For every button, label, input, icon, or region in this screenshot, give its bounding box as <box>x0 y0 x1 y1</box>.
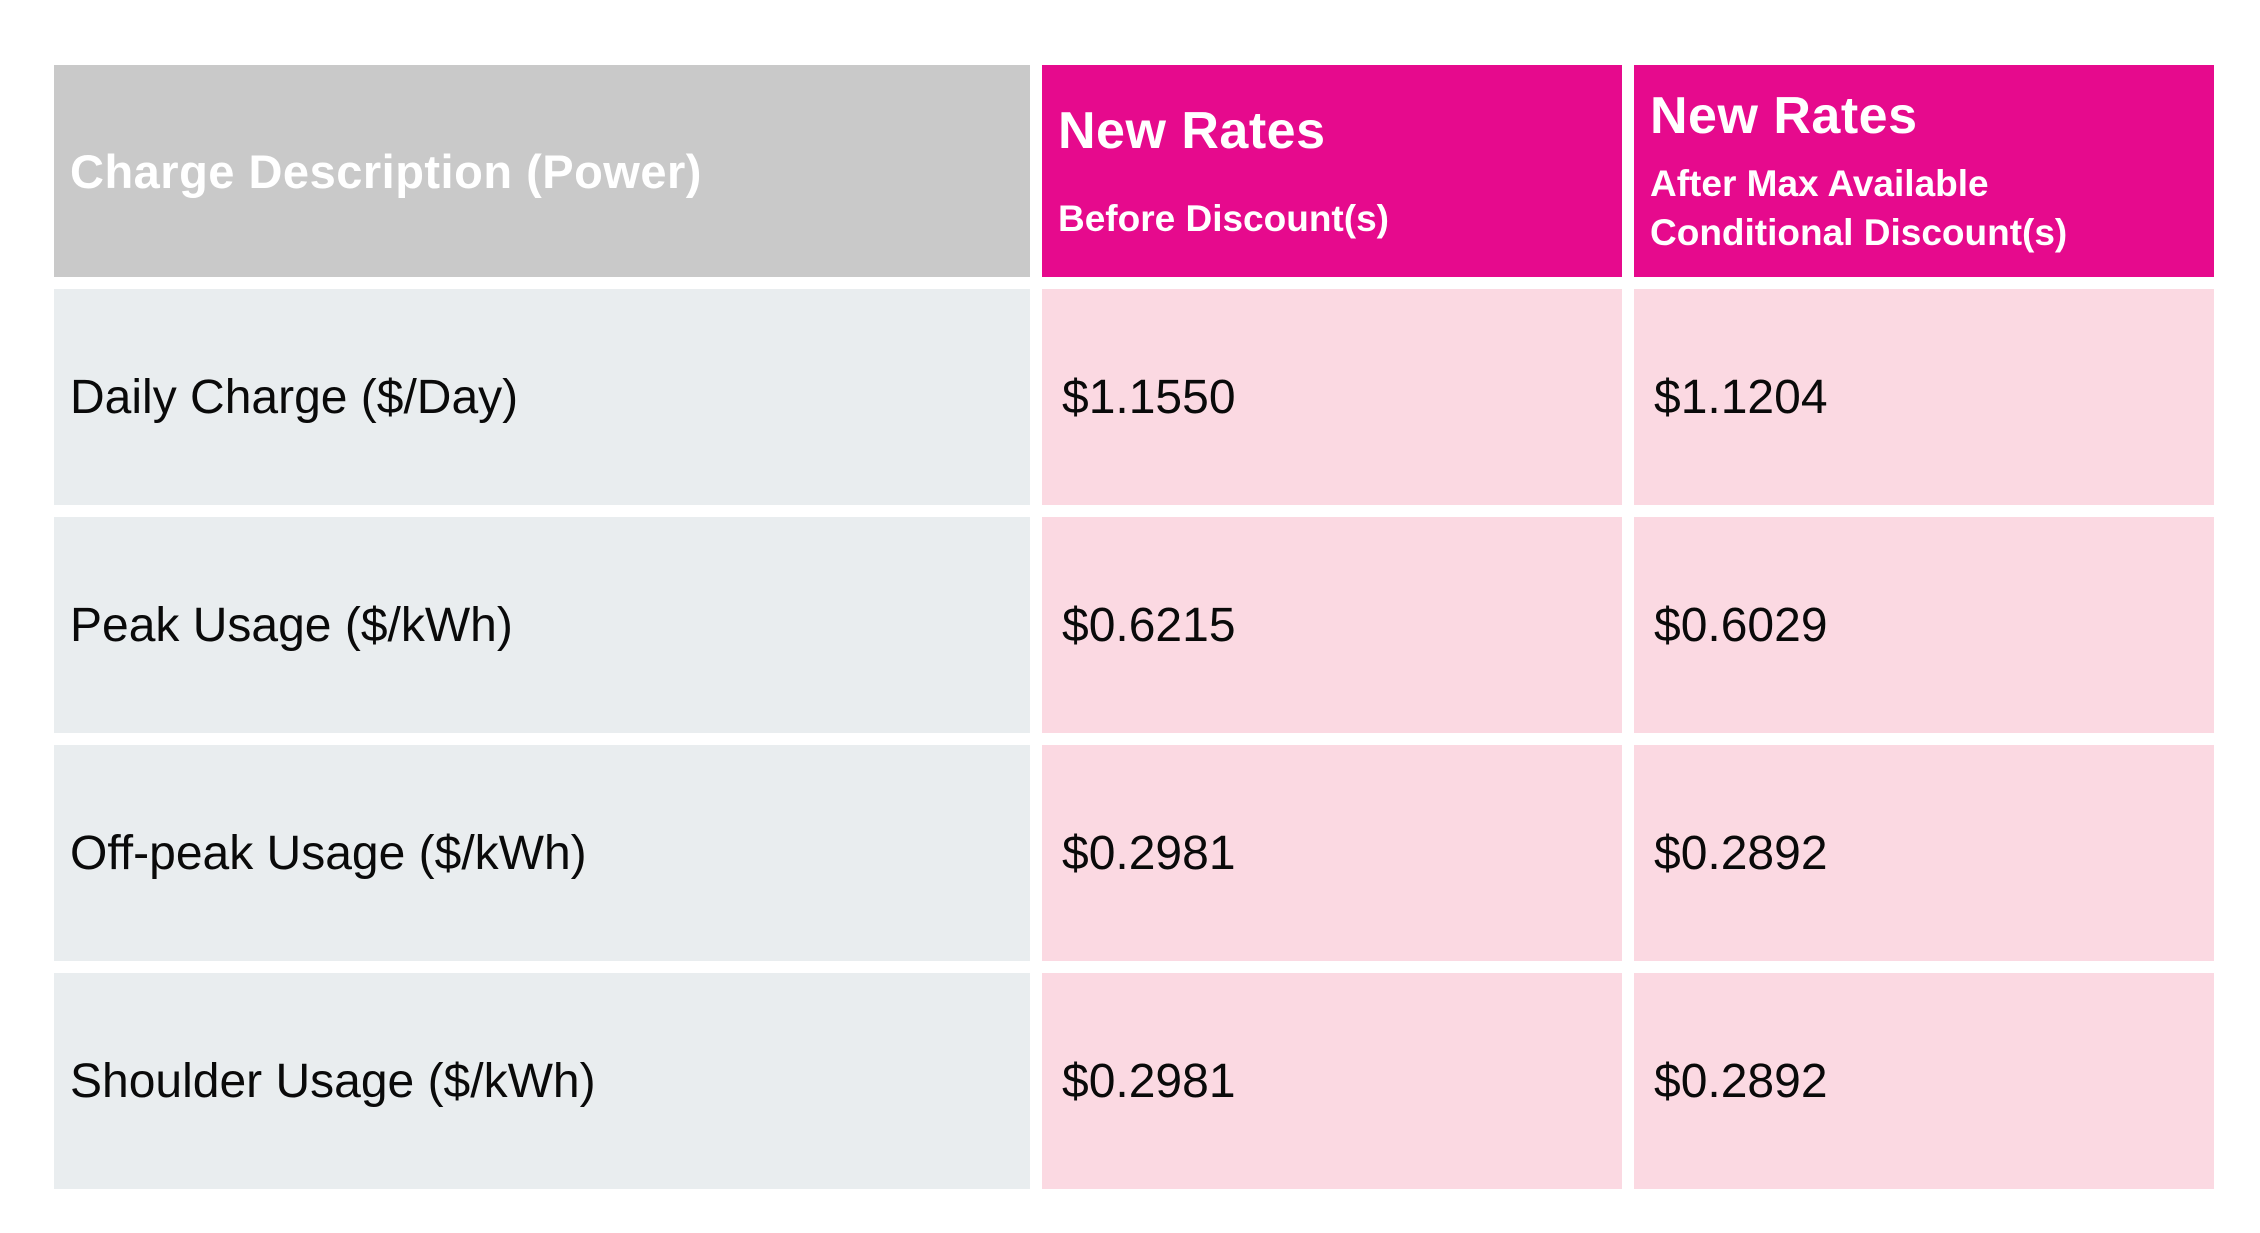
rate-after-cell: $0.2892 <box>1634 745 2214 961</box>
column-header-charge-description: Charge Description (Power) <box>54 65 1030 277</box>
column-header-new-rates-before-discounts: New Rates Before Discount(s) <box>1042 65 1622 277</box>
rate-before-cell: $0.2981 <box>1042 973 1622 1189</box>
rate-after-cell: $1.1204 <box>1634 289 2214 505</box>
table-row-shoulder-usage: Shoulder Usage ($/kWh) $0.2981 $0.2892 <box>54 973 2214 1189</box>
charge-description-cell: Shoulder Usage ($/kWh) <box>54 973 1030 1189</box>
charge-description-cell: Peak Usage ($/kWh) <box>54 517 1030 733</box>
rate-after-cell: $0.6029 <box>1634 517 2214 733</box>
charge-description-cell: Daily Charge ($/Day) <box>54 289 1030 505</box>
new-rates-title: New Rates <box>1058 101 1326 160</box>
rate-after-cell: $0.2892 <box>1634 973 2214 1189</box>
table-row-daily-charge: Daily Charge ($/Day) $1.1550 $1.1204 <box>54 289 2214 505</box>
charge-description-cell: Off-peak Usage ($/kWh) <box>54 745 1030 961</box>
table-row-peak-usage: Peak Usage ($/kWh) $0.6215 $0.6029 <box>54 517 2214 733</box>
rate-before-cell: $0.2981 <box>1042 745 1622 961</box>
before-discounts-subtitle: Before Discount(s) <box>1058 197 1389 239</box>
power-rates-table: Charge Description (Power) New Rates Bef… <box>42 53 2226 1201</box>
rate-before-cell: $0.6215 <box>1042 517 1622 733</box>
header-row: Charge Description (Power) New Rates Bef… <box>54 65 2214 277</box>
table-row-off-peak-usage: Off-peak Usage ($/kWh) $0.2981 $0.2892 <box>54 745 2214 961</box>
after-max-discounts-subtitle: After Max Available Conditional Discount… <box>1650 163 2068 253</box>
column-header-new-rates-after-discounts: New Rates After Max Available Conditiona… <box>1634 65 2214 277</box>
rate-before-cell: $1.1550 <box>1042 289 1622 505</box>
new-rates-title: New Rates <box>1650 87 1918 145</box>
